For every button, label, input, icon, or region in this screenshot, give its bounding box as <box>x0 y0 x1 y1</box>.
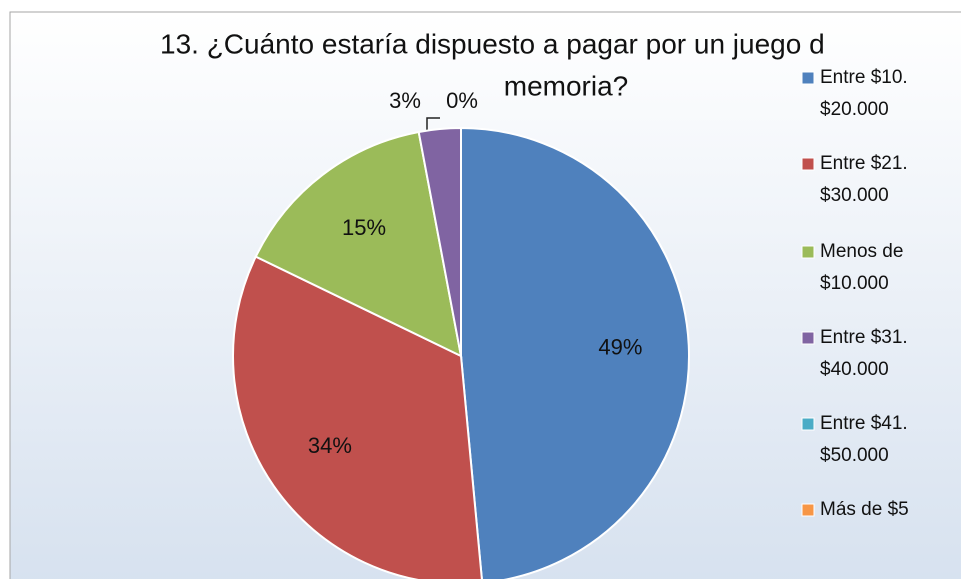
chart-title: memoria? <box>504 70 628 101</box>
legend-swatch <box>801 503 815 517</box>
legend-label: Entre $41. <box>820 413 908 434</box>
legend-swatch <box>801 417 815 431</box>
legend-label: $20.000 <box>820 99 889 120</box>
legend-label: Entre $10. <box>820 67 908 88</box>
data-label: 34% <box>308 433 352 458</box>
pie-slice <box>460 126 690 579</box>
legend-swatch <box>801 71 815 85</box>
legend-label: $40.000 <box>820 359 889 380</box>
legend-label: $50.000 <box>820 445 889 466</box>
chart-title: 13. ¿Cuánto estaría dispuesto a pagar po… <box>160 28 825 59</box>
legend-swatch <box>801 157 815 171</box>
data-label: 0% <box>446 88 478 113</box>
data-label: 3% <box>389 88 421 113</box>
legend-label: $10.000 <box>820 273 889 294</box>
legend-swatch <box>801 245 815 259</box>
legend-label: Entre $31. <box>820 327 908 348</box>
data-label: 49% <box>598 334 642 359</box>
pie-slice <box>254 130 463 358</box>
legend-label: Menos de <box>820 241 903 262</box>
leader-line <box>426 117 440 131</box>
legend-swatch <box>801 331 815 345</box>
data-label: 15% <box>342 215 386 240</box>
legend-label: Entre $21. <box>820 153 908 174</box>
legend-label: Más de $5 <box>820 499 909 520</box>
pie-slice <box>232 255 483 579</box>
legend-label: $30.000 <box>820 185 889 206</box>
